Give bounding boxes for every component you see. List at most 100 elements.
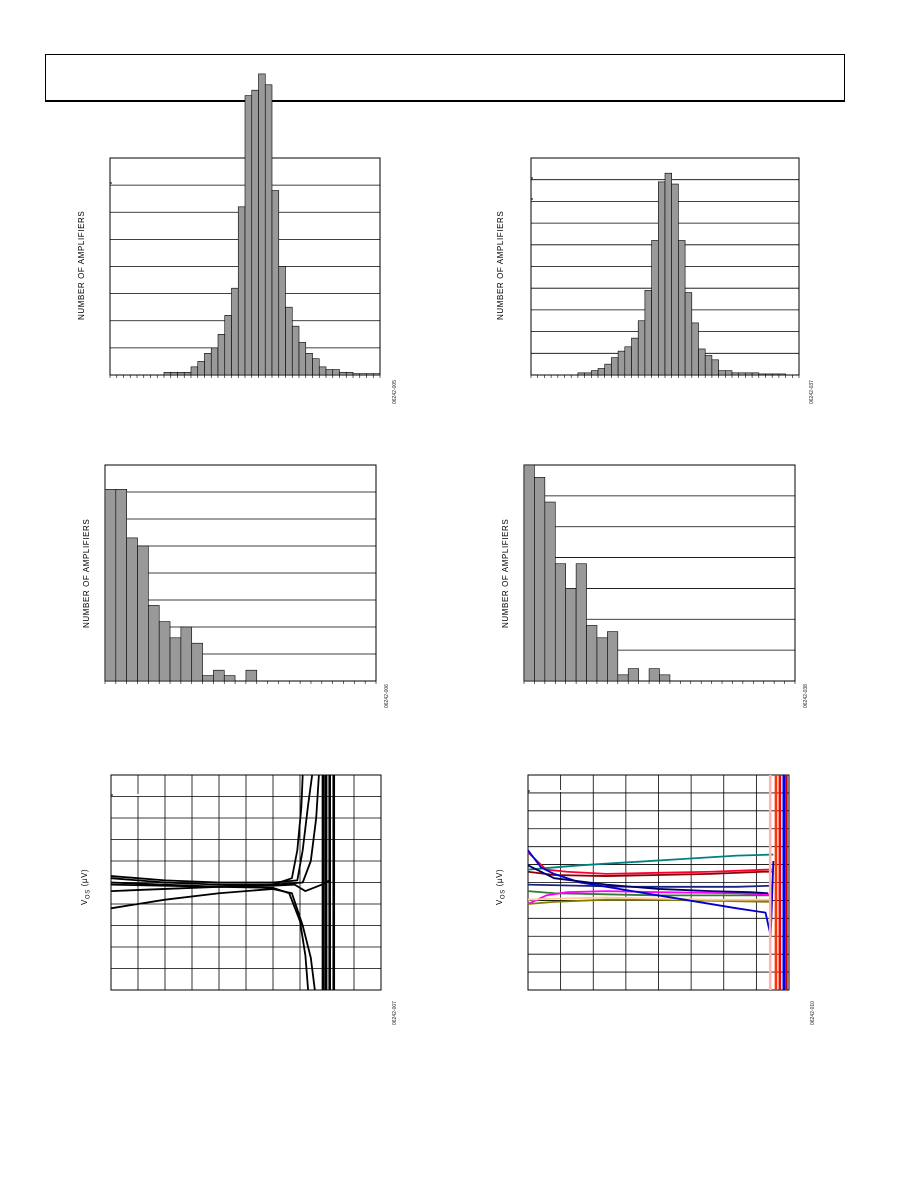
histogram-bar <box>648 668 660 682</box>
series-line <box>527 853 774 871</box>
histogram-bar <box>658 181 666 376</box>
histogram-bar <box>318 366 327 376</box>
line-figure-6: VOS (µV) 06242-010 <box>480 765 840 1035</box>
line-chart-6 <box>527 774 790 991</box>
histogram-bar <box>224 315 232 376</box>
histogram-bar <box>180 626 193 682</box>
series-line <box>110 774 320 892</box>
histogram-bar <box>264 84 273 376</box>
histogram-bar <box>258 73 266 376</box>
histogram-bar <box>704 355 713 376</box>
histogram-bar <box>577 372 585 376</box>
histogram-bar <box>213 669 225 682</box>
histogram-figure-3: NUMBER OF AMPLIFIERS 06242-006 <box>60 460 420 720</box>
histogram-bar <box>183 371 192 376</box>
histogram-bar <box>366 373 374 376</box>
histogram-bar <box>104 488 117 682</box>
histogram-bar <box>312 358 320 376</box>
series-line <box>527 864 769 895</box>
histogram-bar <box>596 637 608 682</box>
figure-id: 06242-005 <box>392 380 398 404</box>
histogram-bar <box>359 373 367 376</box>
figure-id: 06242-007 <box>392 1001 398 1025</box>
histogram-bar <box>523 464 535 682</box>
histogram-bar <box>671 183 679 376</box>
histogram-bar <box>325 369 334 376</box>
histogram-bar <box>624 346 632 376</box>
histogram-bar <box>191 642 203 682</box>
histogram-bar <box>771 373 780 376</box>
histogram-bar <box>291 325 300 376</box>
histogram-bar <box>204 353 212 376</box>
histogram-bar <box>244 95 253 376</box>
histogram-bar <box>631 337 639 376</box>
histogram-bar <box>148 605 160 682</box>
histogram-bar <box>617 674 629 682</box>
histogram-bar <box>223 675 236 682</box>
series-line <box>527 890 771 897</box>
series-line <box>527 851 773 875</box>
line-chart-5 <box>110 774 382 991</box>
histogram-bar <box>607 631 619 682</box>
histogram-figure-4: NUMBER OF AMPLIFIERS 06242-038 <box>480 460 840 720</box>
histogram-bar <box>586 625 598 682</box>
page-header-box <box>45 54 845 102</box>
histogram-bar <box>651 240 659 376</box>
histogram-chart-1 <box>109 73 381 378</box>
histogram-bar <box>725 370 733 376</box>
histogram-bar <box>245 669 258 682</box>
histogram-chart-3 <box>104 464 377 684</box>
histogram-bar <box>698 348 706 376</box>
histogram-bar <box>659 674 671 682</box>
histogram-bar <box>604 363 612 376</box>
histogram-bar <box>745 372 753 376</box>
histogram-bar <box>765 373 773 376</box>
histogram-bar <box>202 675 214 682</box>
histogram-bar <box>271 190 280 376</box>
series-line <box>527 890 771 905</box>
histogram-bar <box>591 370 599 376</box>
histogram-bar <box>778 373 786 376</box>
histogram-bar <box>298 342 307 376</box>
series-line <box>527 883 773 888</box>
histogram-bar <box>584 372 592 376</box>
histogram-bar <box>285 306 293 376</box>
histogram-bar <box>170 371 178 376</box>
histogram-bar <box>345 371 354 376</box>
histogram-figure-1: NUMBER OF AMPLIFIERS 06242-005 <box>60 73 420 410</box>
histogram-bar <box>278 266 286 376</box>
histogram-bar <box>678 240 686 376</box>
histogram-bar <box>115 488 127 682</box>
histogram-bar <box>169 637 182 682</box>
line-figure-5: VOS (µV) 06242-007 <box>60 765 420 1035</box>
histogram-bar <box>664 172 672 376</box>
histogram-bar <box>575 563 587 682</box>
plot-frame <box>527 774 790 991</box>
histogram-bar <box>565 588 577 682</box>
histogram-bar <box>190 366 199 376</box>
figure-id: 06242-037 <box>809 380 815 404</box>
series-line <box>527 898 771 905</box>
histogram-figure-2: NUMBER OF AMPLIFIERS 06242-037 <box>480 150 840 410</box>
histogram-bar <box>691 322 699 376</box>
series-line <box>527 849 775 938</box>
histogram-bar <box>711 359 719 376</box>
histogram-bar <box>372 373 381 376</box>
histogram-bar <box>758 373 766 376</box>
histogram-bar <box>534 477 546 682</box>
histogram-bar <box>177 371 185 376</box>
series-line <box>110 774 314 884</box>
figure-id: 06242-006 <box>384 684 390 708</box>
figure-id: 06242-038 <box>803 684 809 708</box>
histogram-bar <box>627 668 639 682</box>
histogram-bar <box>231 287 239 376</box>
series-line <box>527 870 773 877</box>
histogram-bar <box>237 206 246 376</box>
histogram-bar <box>251 89 259 376</box>
figure-id: 06242-010 <box>810 1001 816 1025</box>
histogram-bar <box>617 350 626 376</box>
histogram-bar <box>210 347 219 376</box>
histogram-bar <box>751 372 760 376</box>
series-line <box>527 896 771 901</box>
series-line <box>110 774 304 886</box>
